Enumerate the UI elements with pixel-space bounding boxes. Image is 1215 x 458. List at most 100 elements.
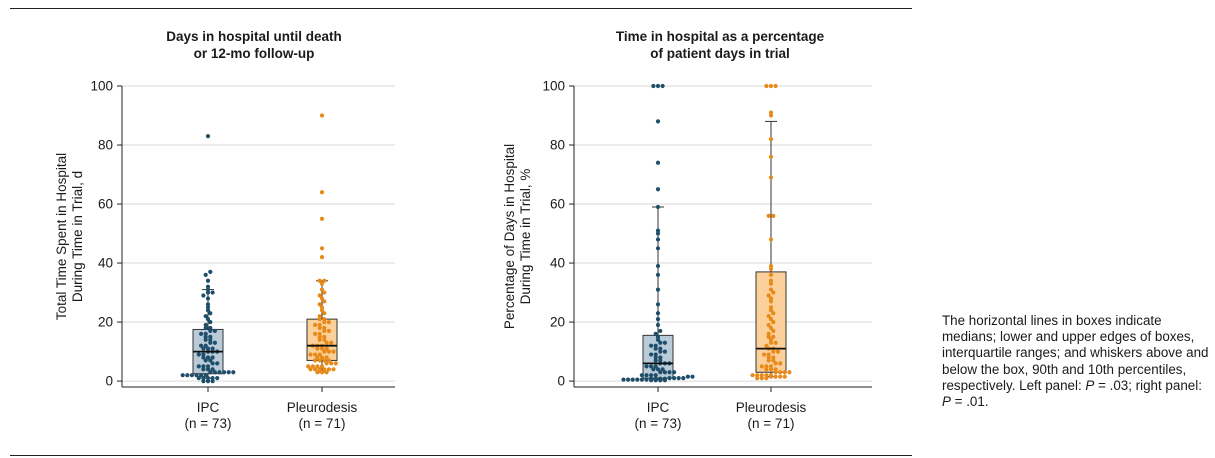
data-point bbox=[766, 213, 771, 218]
data-point bbox=[319, 305, 325, 310]
box-iqr bbox=[755, 271, 787, 373]
data-point bbox=[782, 374, 787, 379]
data-point bbox=[655, 322, 661, 328]
data-point bbox=[655, 302, 661, 307]
data-point bbox=[764, 367, 769, 372]
data-point bbox=[764, 376, 769, 381]
data-point bbox=[773, 370, 778, 375]
data-point bbox=[306, 364, 311, 369]
data-point bbox=[313, 331, 318, 336]
data-point bbox=[317, 293, 322, 298]
data-point bbox=[315, 355, 320, 360]
data-point bbox=[319, 216, 325, 221]
data-point bbox=[771, 349, 776, 354]
data-point bbox=[667, 370, 672, 375]
data-point bbox=[653, 343, 658, 348]
data-point bbox=[768, 337, 774, 342]
data-point bbox=[212, 328, 217, 334]
data-point bbox=[329, 361, 334, 366]
data-point bbox=[319, 113, 325, 118]
data-point bbox=[778, 361, 783, 366]
data-point bbox=[759, 364, 764, 369]
data-point bbox=[768, 237, 774, 242]
data-point bbox=[766, 334, 771, 339]
caption-p-symbol: P bbox=[1085, 377, 1095, 393]
data-point bbox=[308, 352, 313, 357]
data-point bbox=[210, 355, 215, 360]
data-point bbox=[653, 364, 658, 369]
data-point bbox=[205, 378, 211, 384]
data-point bbox=[319, 346, 325, 351]
data-point bbox=[322, 334, 327, 339]
data-point bbox=[649, 373, 654, 378]
data-point bbox=[322, 325, 327, 331]
y-axis-label: Total Time Spent in Hospital During Time … bbox=[54, 153, 85, 320]
data-point bbox=[180, 373, 185, 378]
y-tick-label: 40 bbox=[98, 256, 113, 271]
data-point bbox=[639, 377, 644, 382]
data-point bbox=[782, 370, 787, 375]
data-point bbox=[764, 83, 769, 89]
data-point bbox=[210, 346, 215, 351]
data-point bbox=[322, 337, 327, 342]
data-point bbox=[649, 352, 654, 357]
data-point bbox=[329, 340, 334, 345]
data-point bbox=[662, 349, 667, 354]
data-point bbox=[324, 355, 329, 360]
data-point bbox=[319, 370, 325, 375]
data-point bbox=[313, 352, 318, 357]
data-point bbox=[324, 370, 329, 375]
data-point bbox=[319, 287, 325, 292]
data-point bbox=[326, 349, 331, 354]
data-point bbox=[194, 373, 199, 378]
data-point bbox=[644, 377, 649, 382]
chart-percentage-days: Time in hospital as a percentage of patie… bbox=[502, 29, 872, 431]
data-point bbox=[199, 373, 204, 378]
data-point bbox=[660, 83, 665, 89]
data-point bbox=[762, 352, 767, 357]
y-tick-label: 20 bbox=[550, 315, 565, 330]
y-tick-label: 0 bbox=[105, 374, 113, 389]
data-point bbox=[655, 317, 661, 322]
data-point bbox=[222, 370, 227, 375]
data-point bbox=[653, 355, 658, 360]
data-point bbox=[626, 377, 631, 382]
data-point bbox=[771, 328, 776, 334]
data-point bbox=[315, 346, 320, 351]
data-point bbox=[773, 361, 778, 366]
y-axis-label-line: Percentage of Days in Hospital bbox=[502, 144, 517, 329]
caption-p-symbol-2: P bbox=[942, 394, 951, 410]
data-point bbox=[759, 376, 764, 381]
data-point bbox=[755, 373, 760, 378]
y-axis-label: Percentage of Days in Hospital During Tim… bbox=[502, 144, 533, 329]
data-point bbox=[649, 343, 654, 348]
data-point bbox=[766, 293, 771, 298]
data-point bbox=[768, 287, 774, 292]
figure-caption: The horizontal lines in boxes indicate m… bbox=[942, 313, 1210, 410]
data-point bbox=[333, 361, 338, 366]
data-point bbox=[655, 237, 661, 242]
data-point bbox=[771, 355, 776, 360]
data-point bbox=[319, 190, 325, 195]
data-point bbox=[658, 328, 663, 334]
data-point bbox=[210, 376, 215, 381]
data-point bbox=[655, 228, 661, 233]
data-point bbox=[203, 322, 208, 328]
data-point bbox=[322, 328, 327, 334]
data-point bbox=[667, 376, 672, 381]
data-point bbox=[208, 334, 213, 339]
chart-days-in-hospital: Days in hospital until death or 12-mo fol… bbox=[54, 29, 395, 431]
data-point bbox=[208, 325, 213, 331]
data-point bbox=[655, 311, 661, 316]
data-point bbox=[655, 83, 661, 89]
data-point bbox=[317, 331, 322, 336]
data-point bbox=[655, 334, 661, 339]
y-axis-label-line: During Time in Trial, % bbox=[518, 169, 533, 305]
data-point bbox=[778, 374, 783, 379]
y-tick-label: 80 bbox=[550, 138, 565, 153]
data-point bbox=[205, 278, 211, 283]
data-point bbox=[319, 296, 325, 301]
data-point bbox=[768, 278, 774, 283]
data-point bbox=[655, 187, 661, 192]
data-point bbox=[205, 364, 211, 369]
